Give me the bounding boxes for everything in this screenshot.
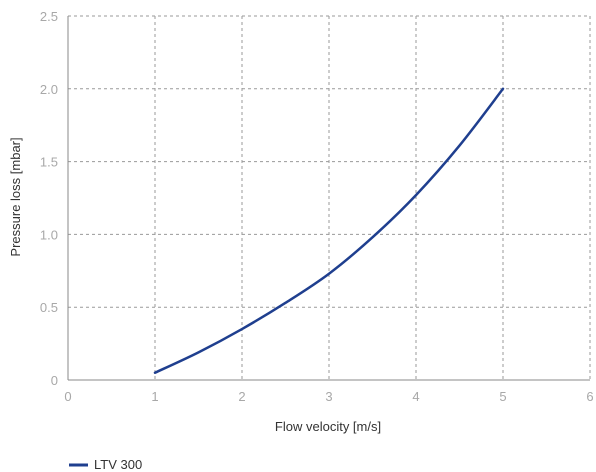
x-tick-label-6: 6 [586,389,593,404]
series-layer [153,87,505,374]
legend: LTV 300 [69,457,142,472]
x-tick-label-0: 0 [64,389,71,404]
y-tick-label-0.5: 0.5 [40,300,58,315]
y-tick-label-1.0: 1.0 [40,227,58,242]
x-tick-labels: 0 1 2 3 4 5 6 [64,389,593,404]
y-tick-labels: 0 0.5 1.0 1.5 2.0 2.5 [40,9,58,388]
x-tick-label-1: 1 [151,389,158,404]
y-tick-label-0: 0 [51,373,58,388]
x-tick-label-2: 2 [238,389,245,404]
series-line-ltv-300 [153,87,505,374]
y-tick-label-2.5: 2.5 [40,9,58,24]
y-axis-title: Pressure loss [mbar] [8,137,23,256]
y-tick-label-2.0: 2.0 [40,82,58,97]
legend-label-ltv-300: LTV 300 [94,457,142,472]
axes [67,16,590,381]
x-tick-label-5: 5 [499,389,506,404]
x-tick-label-3: 3 [325,389,332,404]
x-tick-label-4: 4 [412,389,419,404]
x-axis-title: Flow velocity [m/s] [275,419,381,434]
grid [68,15,591,380]
y-tick-label-1.5: 1.5 [40,155,58,170]
